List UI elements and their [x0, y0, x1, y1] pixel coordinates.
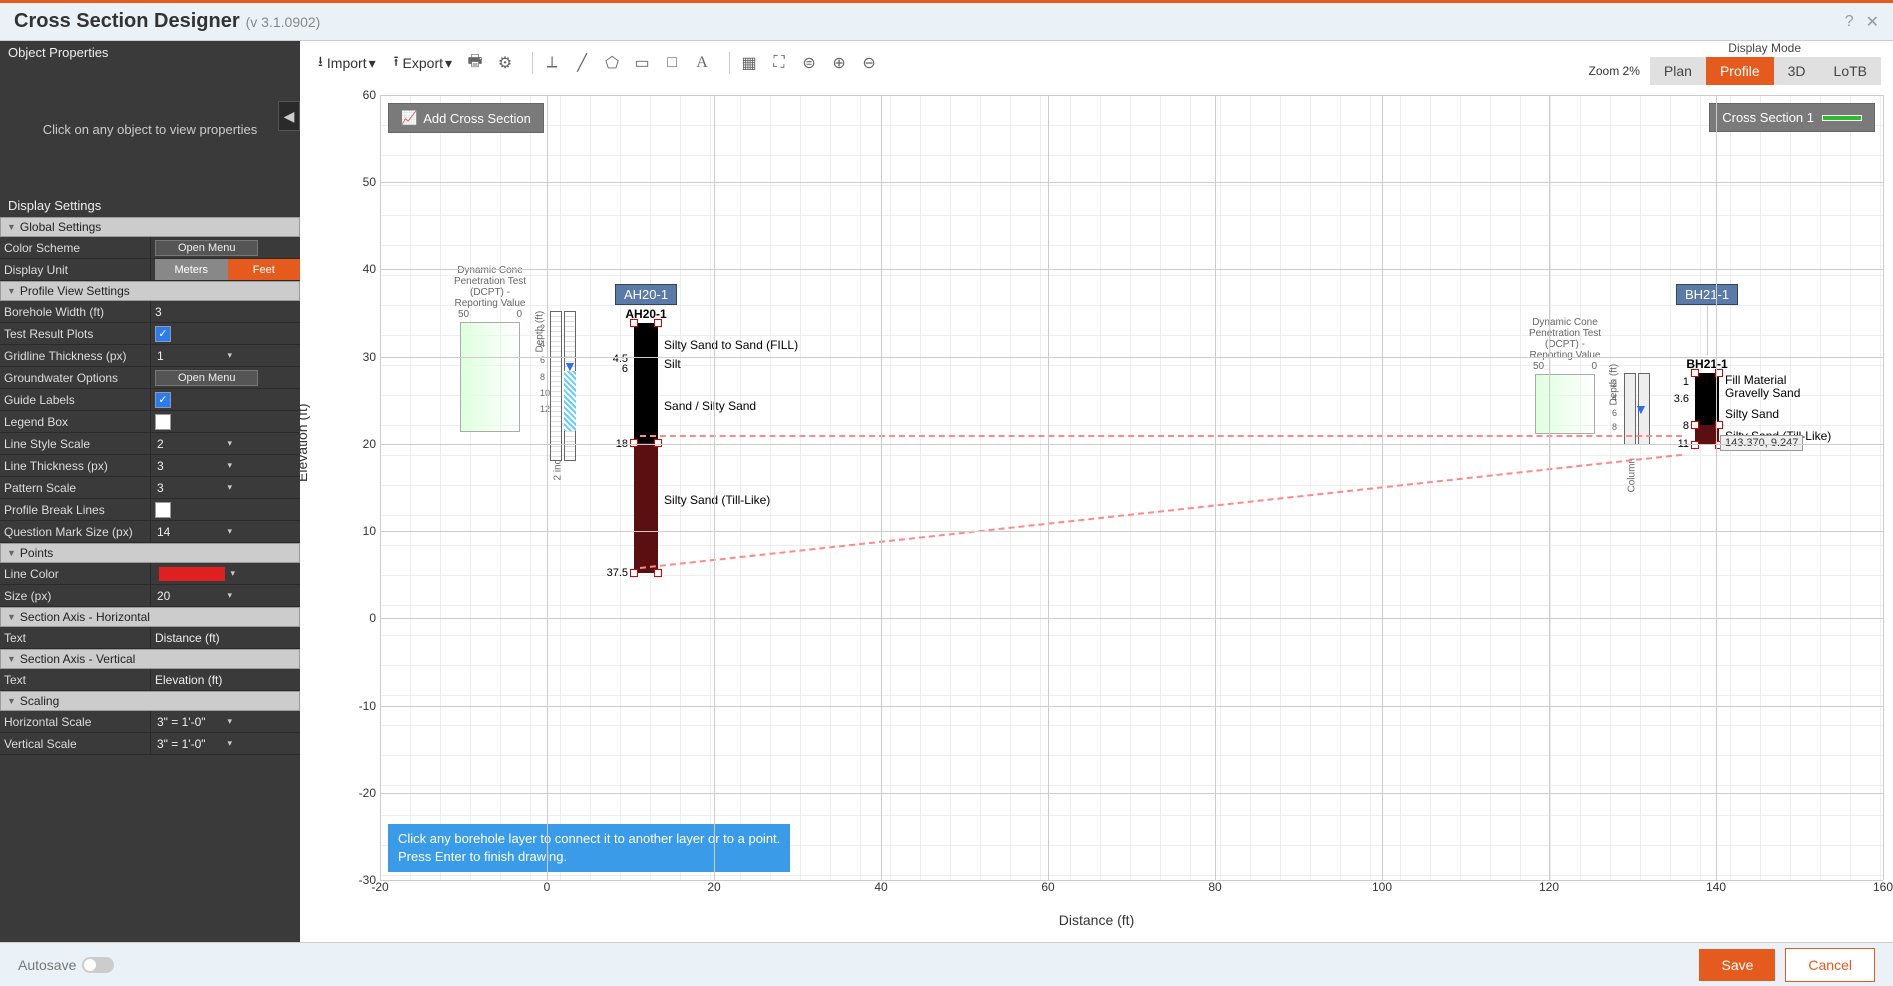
- section-scaling[interactable]: ▼Scaling: [0, 691, 300, 711]
- borehole-bh21-1[interactable]: BH21-1 BH21-1 1 3.6 8 11 Fill Material G…: [1676, 284, 1738, 445]
- save-button[interactable]: Save: [1699, 949, 1775, 981]
- y-axis-label: Elevation (ft): [300, 403, 310, 482]
- section-points[interactable]: ▼Points: [0, 543, 300, 563]
- h-scale-select[interactable]: 3" = 1'-0"▾: [155, 711, 300, 732]
- section-global[interactable]: ▼Global Settings: [0, 217, 300, 237]
- tab-lotb[interactable]: LoTB: [1820, 57, 1881, 85]
- toolbar: ⭳ Import ▾ ⭱ Export ▾ 🖶 ⚙ ⟂ ╱ ⬠ ▭ □ A ▦ …: [312, 47, 1881, 79]
- line-style-select[interactable]: 2▾: [155, 433, 300, 454]
- zoom-reset-icon[interactable]: ⊜: [798, 52, 820, 74]
- text-icon[interactable]: A: [691, 52, 713, 74]
- qmark-size-select[interactable]: 14▾: [155, 521, 300, 542]
- point-size-select[interactable]: 20▾: [155, 585, 300, 606]
- x-axis-label: Distance (ft): [1059, 912, 1134, 928]
- borehole-width-input[interactable]: 3: [150, 301, 300, 322]
- close-icon[interactable]: ✕: [1866, 12, 1879, 32]
- section-profile[interactable]: ▼Profile View Settings: [0, 281, 300, 301]
- print-icon[interactable]: 🖶: [464, 52, 486, 74]
- sidebar-collapse-icon[interactable]: ◀: [278, 101, 300, 131]
- rect-icon[interactable]: □: [661, 52, 683, 74]
- section-axis-h[interactable]: ▼Section Axis - Horizontal: [0, 607, 300, 627]
- borehole-ah20-1[interactable]: AH20-1 AH20-1 4.5 6 18 37.5 Silty Sand t…: [615, 284, 677, 573]
- dcpt-label-a: Dynamic Cone Penetration Test (DCPT) - R…: [450, 265, 530, 432]
- add-cross-section-button[interactable]: 📈Add Cross Section: [388, 103, 544, 133]
- groundwater-menu[interactable]: Open Menu: [155, 370, 258, 386]
- footer: Autosave Save Cancel: [0, 942, 1893, 986]
- line-color-select[interactable]: ▾: [155, 563, 300, 584]
- autosave-toggle[interactable]: Autosave: [18, 957, 114, 973]
- line-thickness-select[interactable]: 3▾: [155, 455, 300, 476]
- groundwater-marker-a: ▼: [563, 358, 577, 374]
- import-button[interactable]: ⭳ Import ▾: [312, 47, 382, 79]
- pattern-scale-select[interactable]: 3▾: [155, 477, 300, 498]
- axis-h-text-input[interactable]: Distance (ft): [150, 627, 300, 648]
- v-scale-select[interactable]: 3" = 1'-0"▾: [155, 733, 300, 754]
- title-bar: Cross Section Designer (v 3.1.0902) ? ✕: [0, 3, 1893, 41]
- instruction-banner: Click any borehole layer to connect it t…: [388, 824, 790, 872]
- gridline-thickness-select[interactable]: 1▾: [155, 345, 300, 366]
- shape-icon[interactable]: ▭: [631, 52, 653, 74]
- cross-section-badge[interactable]: Cross Section 1: [1709, 103, 1875, 132]
- tab-3d[interactable]: 3D: [1774, 57, 1820, 85]
- tab-plan[interactable]: Plan: [1650, 57, 1706, 85]
- display-mode-label: Display Mode: [1728, 41, 1881, 55]
- dcpt-label-b: Dynamic Cone Penetration Test (DCPT) - R…: [1525, 317, 1605, 434]
- color-scheme-menu[interactable]: Open Menu: [155, 240, 258, 256]
- groundwater-marker-b: ▼: [1634, 401, 1648, 417]
- test-plots-checkbox[interactable]: ✓: [155, 326, 171, 342]
- axis-v-text-input[interactable]: Elevation (ft): [150, 669, 300, 690]
- settings-icon[interactable]: ⚙: [494, 52, 516, 74]
- guide-labels-checkbox[interactable]: ✓: [155, 392, 171, 408]
- cancel-button[interactable]: Cancel: [1785, 948, 1875, 982]
- unit-meters[interactable]: Meters: [155, 259, 228, 280]
- zoom-out-icon[interactable]: ⊖: [858, 52, 880, 74]
- zoom-label: Zoom 2%: [1589, 64, 1640, 78]
- help-icon[interactable]: ?: [1845, 13, 1854, 31]
- break-lines-checkbox[interactable]: [155, 502, 171, 518]
- app-version: (v 3.1.0902): [246, 14, 321, 30]
- section-axis-v[interactable]: ▼Section Axis - Vertical: [0, 649, 300, 669]
- unit-feet[interactable]: Feet: [228, 259, 301, 280]
- export-button[interactable]: ⭱ Export ▾: [388, 47, 458, 79]
- line-icon[interactable]: ╱: [571, 52, 593, 74]
- grid-icon[interactable]: ▦: [738, 52, 760, 74]
- zoom-in-icon[interactable]: ⊕: [828, 52, 850, 74]
- profile-canvas[interactable]: Elevation (ft) 6050403020100-10-20-30 📈A…: [300, 85, 1893, 942]
- display-settings-header: Display Settings: [0, 194, 300, 217]
- object-properties-msg: Click on any object to view properties: [0, 64, 300, 194]
- polygon-icon[interactable]: ⬠: [601, 52, 623, 74]
- legend-checkbox[interactable]: [155, 414, 171, 430]
- app-title: Cross Section Designer: [14, 10, 240, 33]
- tab-profile[interactable]: Profile: [1706, 57, 1774, 85]
- tool-icon[interactable]: ⟂: [541, 52, 563, 74]
- object-properties-header: Object Properties: [0, 41, 300, 64]
- fit-icon[interactable]: ⛶: [768, 52, 790, 74]
- sidebar: Object Properties ◀ Click on any object …: [0, 41, 300, 942]
